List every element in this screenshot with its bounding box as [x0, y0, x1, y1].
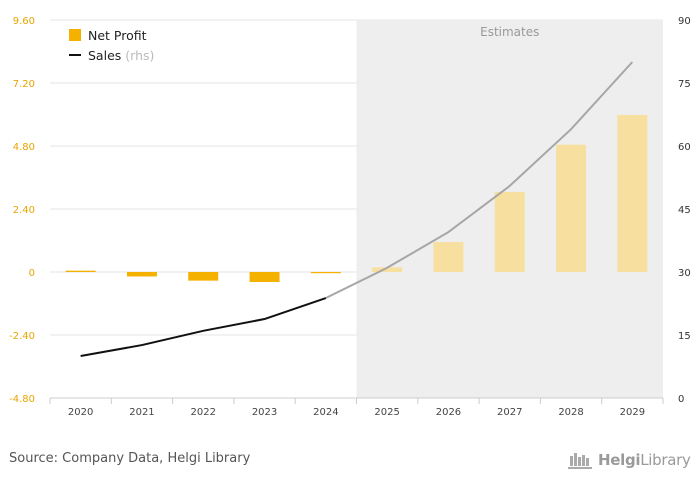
legend-net-profit-label: Net Profit	[88, 28, 147, 43]
legend-net-profit-swatch	[69, 29, 81, 41]
bar-net-profit-2021	[126, 272, 157, 277]
x-tick-label: 2025	[374, 407, 399, 418]
estimates-label: Estimates	[480, 25, 539, 39]
y-left-tick-label: 9.60	[13, 16, 35, 27]
chart: Estimates 2020 2021 2022 2023 2024 2025 2026 20…	[9, 16, 691, 418]
source-note: Source: Company Data, Helgi Library	[9, 451, 251, 466]
x-tick-label: 2024	[313, 407, 338, 418]
y-right-tick-label: 30	[678, 268, 691, 279]
bar-net-profit-2026	[433, 242, 464, 272]
x-tick-label: 2026	[436, 407, 461, 418]
bar-net-profit-2028	[556, 144, 587, 272]
y-left-tick-label: 4.80	[13, 142, 35, 153]
y-left-tick-label: 2.40	[13, 205, 35, 216]
x-tick-label: 2020	[68, 407, 93, 418]
bar-net-profit-2020	[65, 270, 96, 272]
net-profit-bars	[65, 115, 648, 282]
x-tick-label: 2029	[620, 407, 645, 418]
helgi-library-logo: HelgiLibrary	[568, 448, 691, 472]
bar-net-profit-2029	[617, 115, 648, 273]
sales-line-estimates	[325, 61, 634, 299]
y-right-tick-label: 45	[678, 205, 691, 216]
x-tick-label: 2028	[558, 407, 583, 418]
y-left-tick-label: -4.80	[9, 394, 35, 405]
bar-net-profit-2027	[494, 191, 525, 272]
legend-sales-name: Sales	[88, 48, 121, 63]
legend-sales-label: Sales (rhs)	[88, 48, 154, 63]
legend: Net Profit Sales (rhs)	[69, 28, 154, 63]
y-left-tick-label: 0	[29, 268, 35, 279]
helgi-library-logo-text: HelgiLibrary	[598, 451, 691, 469]
y-axis-right: 90 75 60 45 30 15 0	[678, 16, 691, 405]
y-axis-left: 9.60 7.20 4.80 2.40 0 -2.40 -4.80	[9, 16, 35, 405]
x-tick-label: 2023	[252, 407, 277, 418]
bar-net-profit-2023	[249, 272, 280, 282]
y-right-tick-label: 90	[678, 16, 691, 27]
sales-line-actual	[80, 297, 327, 357]
bar-net-profit-2022	[188, 272, 219, 281]
y-right-tick-label: 0	[678, 394, 684, 405]
legend-sales-suffix: (rhs)	[125, 48, 154, 63]
bar-net-profit-2024	[310, 272, 341, 274]
x-tick-label: 2021	[129, 407, 154, 418]
y-right-tick-label: 15	[678, 331, 691, 342]
y-right-tick-label: 60	[678, 142, 691, 153]
sales-line	[80, 61, 634, 357]
x-tick-label: 2027	[497, 407, 522, 418]
y-right-tick-label: 75	[678, 79, 691, 90]
helgi-library-logo-icon	[568, 453, 592, 469]
bar-net-profit-2025	[372, 267, 403, 272]
x-tick-label: 2022	[191, 407, 216, 418]
x-axis: 2020 2021 2022 2023 2024 2025 2026 2027 2028 2029	[49, 397, 664, 418]
y-left-tick-label: 7.20	[13, 79, 35, 90]
y-left-tick-label: -2.40	[9, 331, 35, 342]
